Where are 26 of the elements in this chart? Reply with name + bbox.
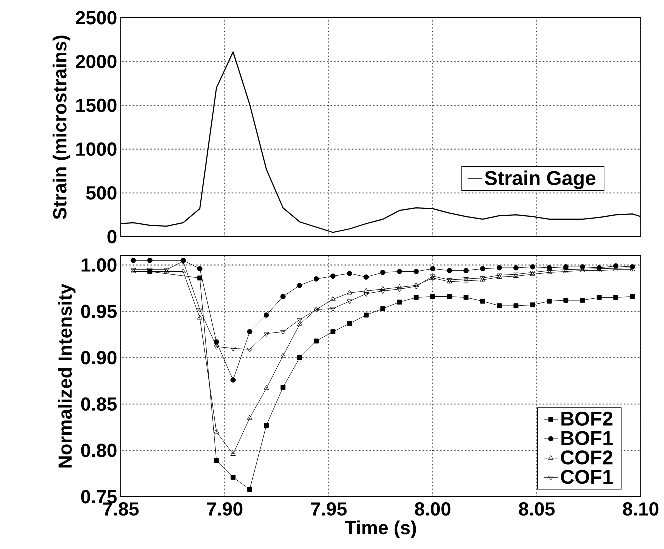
y-axis-title: Strain (microstrains)	[52, 36, 71, 220]
x-tick-label: 8.10	[623, 502, 659, 516]
legend-label: BOF1	[562, 431, 613, 446]
x-tick-label: 7.85	[103, 502, 139, 516]
y-tick-label: 0.80	[81, 444, 117, 458]
y-tick-label: 2000	[76, 55, 117, 68]
y-tick-label: 0.90	[81, 351, 117, 365]
y-tick-label: 0.75	[81, 490, 117, 504]
x-tick-label: 8.00	[415, 502, 451, 516]
y-tick-label: 0	[108, 230, 117, 244]
y-tick-label: 1500	[76, 98, 117, 112]
y-tick-label: 1.00	[82, 258, 117, 272]
y-axis-title: Normalized Intensity	[58, 284, 76, 468]
legend-label: COF1	[561, 470, 613, 484]
y-tick-label: 0.85	[81, 398, 117, 411]
y-tick-label: 1000	[76, 142, 117, 156]
x-tick-label: 7.90	[207, 502, 243, 516]
x-tick-label: 8.05	[519, 502, 555, 516]
legend-label: COF2	[561, 450, 613, 465]
legend-label: Strain Gage	[485, 170, 596, 190]
legend-label: BOF2	[562, 412, 613, 426]
y-tick-label: 500	[86, 186, 117, 200]
y-tick-label: 2500	[76, 11, 117, 25]
x-axis-title: Time (s)	[345, 520, 416, 538]
x-tick-label: 7.95	[311, 502, 347, 516]
y-tick-label: 0.95	[81, 304, 117, 318]
